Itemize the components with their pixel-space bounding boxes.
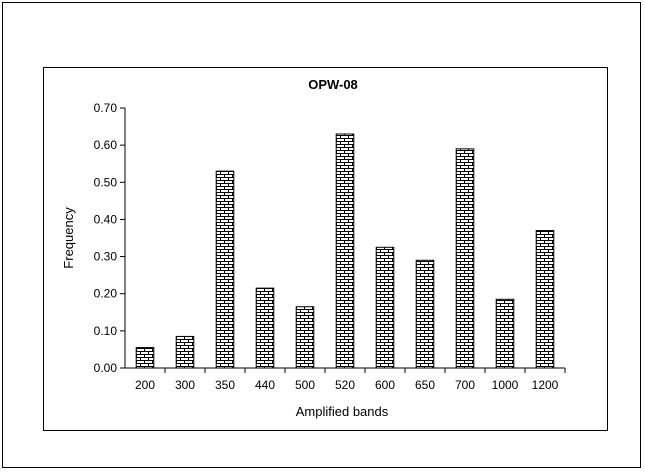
bar-700 xyxy=(455,148,475,369)
bar-650 xyxy=(415,259,435,369)
bar-1200 xyxy=(535,230,555,369)
x-tick-label: 350 xyxy=(215,378,235,392)
x-tick-label: 650 xyxy=(415,378,435,392)
y-tick-label: 0.20 xyxy=(94,287,118,301)
x-tick-label: 1200 xyxy=(532,378,559,392)
y-axis-ticks: 0.00 0.10 0.20 0.30 0.40 0.50 0.60 0.70 xyxy=(94,101,125,375)
bar-520 xyxy=(335,133,355,369)
y-tick-label: 0.10 xyxy=(94,324,118,338)
bars-group xyxy=(135,133,555,369)
y-tick-label: 0.50 xyxy=(94,175,118,189)
bar-300 xyxy=(175,335,195,369)
x-tick-label: 700 xyxy=(455,378,475,392)
bar-200 xyxy=(135,347,155,369)
x-tick-label: 520 xyxy=(335,378,355,392)
x-tick-label: 440 xyxy=(255,378,275,392)
y-tick-label: 0.40 xyxy=(94,212,118,226)
bar-440 xyxy=(255,287,275,369)
x-tick-label: 300 xyxy=(175,378,195,392)
x-tick-label: 600 xyxy=(375,378,395,392)
x-tick-label: 500 xyxy=(295,378,315,392)
x-axis-ticks: 200 300 350 440 500 520 600 650 700 1000 1200 xyxy=(135,368,566,392)
x-tick-label: 1000 xyxy=(492,378,519,392)
x-axis-label: Amplified bands xyxy=(296,404,389,419)
y-tick-label: 0.70 xyxy=(94,101,118,115)
y-axis-label: Frequency xyxy=(61,207,76,269)
bar-350 xyxy=(215,170,235,369)
bar-600 xyxy=(375,246,395,369)
bar-1000 xyxy=(495,298,515,369)
y-tick-label: 0.30 xyxy=(94,250,118,264)
bar-500 xyxy=(295,306,315,369)
y-tick-label: 0.00 xyxy=(94,361,118,375)
x-tick-label: 200 xyxy=(135,378,155,392)
chart-title: OPW-08 xyxy=(308,77,358,92)
y-tick-label: 0.60 xyxy=(94,138,118,152)
